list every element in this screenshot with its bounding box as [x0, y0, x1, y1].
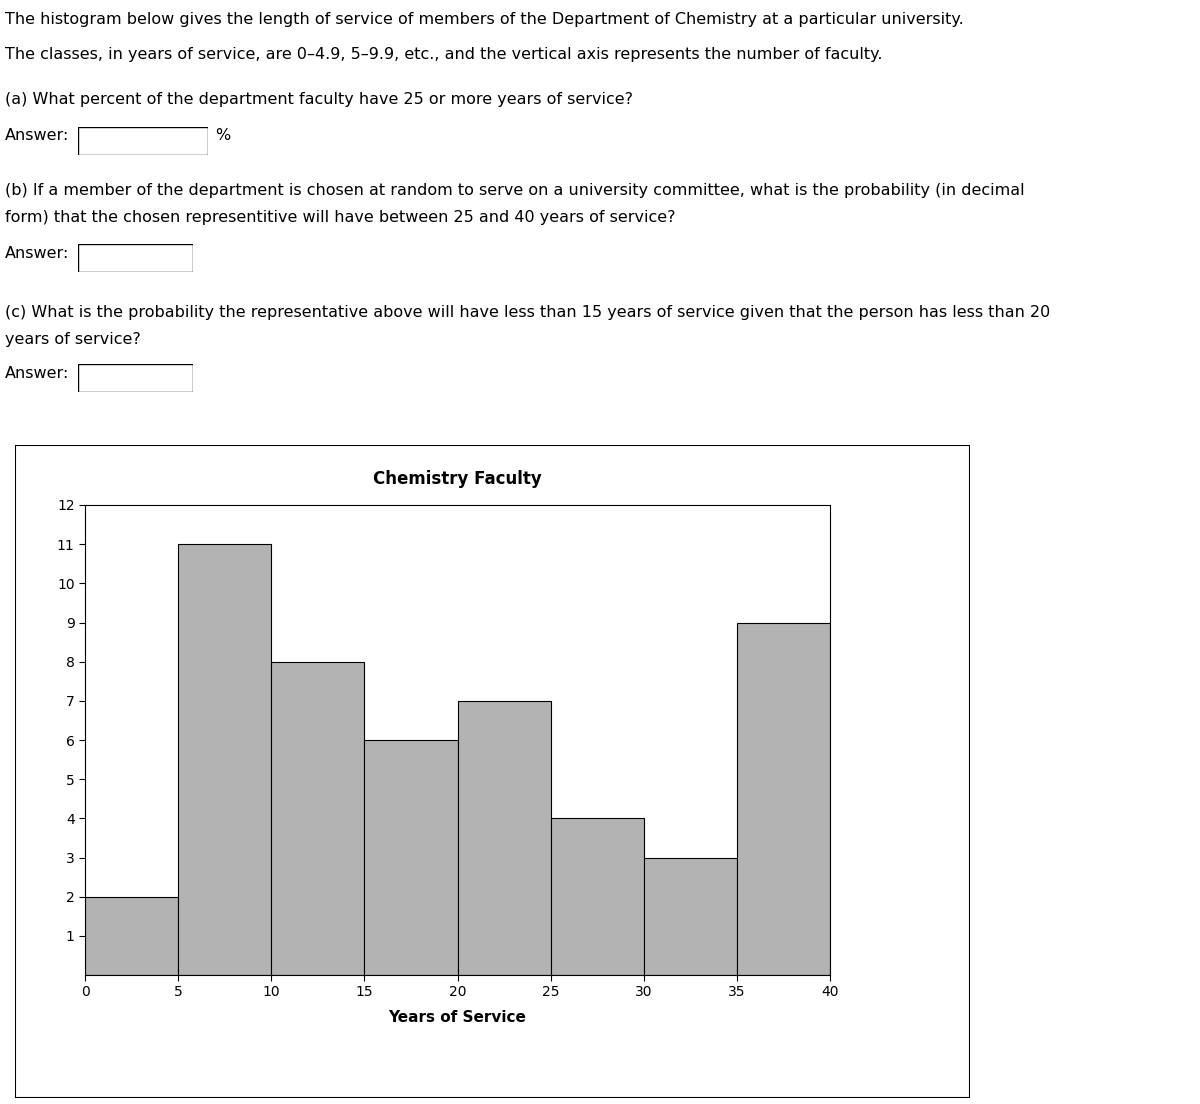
Bar — [85, 896, 178, 975]
Text: (a) What percent of the department faculty have 25 or more years of service?: (a) What percent of the department facul… — [5, 92, 634, 107]
Bar — [551, 818, 643, 975]
Text: The histogram below gives the length of service of members of the Department of : The histogram below gives the length of … — [5, 12, 964, 26]
Bar — [271, 661, 365, 975]
Text: years of service?: years of service? — [5, 332, 140, 347]
Text: Answer:: Answer: — [5, 246, 70, 261]
Bar — [178, 544, 271, 975]
Bar — [643, 858, 737, 975]
Text: The classes, in years of service, are 0–4.9, 5–9.9, etc., and the vertical axis : The classes, in years of service, are 0–… — [5, 47, 882, 62]
Bar — [737, 623, 830, 975]
Bar — [365, 740, 457, 975]
Bar — [457, 701, 551, 975]
Text: Years of Service: Years of Service — [389, 1010, 527, 1025]
Text: Chemistry Faculty: Chemistry Faculty — [373, 470, 542, 488]
Text: Answer:: Answer: — [5, 367, 70, 381]
Text: form) that the chosen representitive will have between 25 and 40 years of servic: form) that the chosen representitive wil… — [5, 210, 676, 225]
Text: %: % — [215, 128, 230, 144]
Text: (b) If a member of the department is chosen at random to serve on a university c: (b) If a member of the department is cho… — [5, 183, 1025, 198]
Text: (c) What is the probability the representative above will have less than 15 year: (c) What is the probability the represen… — [5, 305, 1050, 320]
Text: Answer:: Answer: — [5, 128, 70, 144]
